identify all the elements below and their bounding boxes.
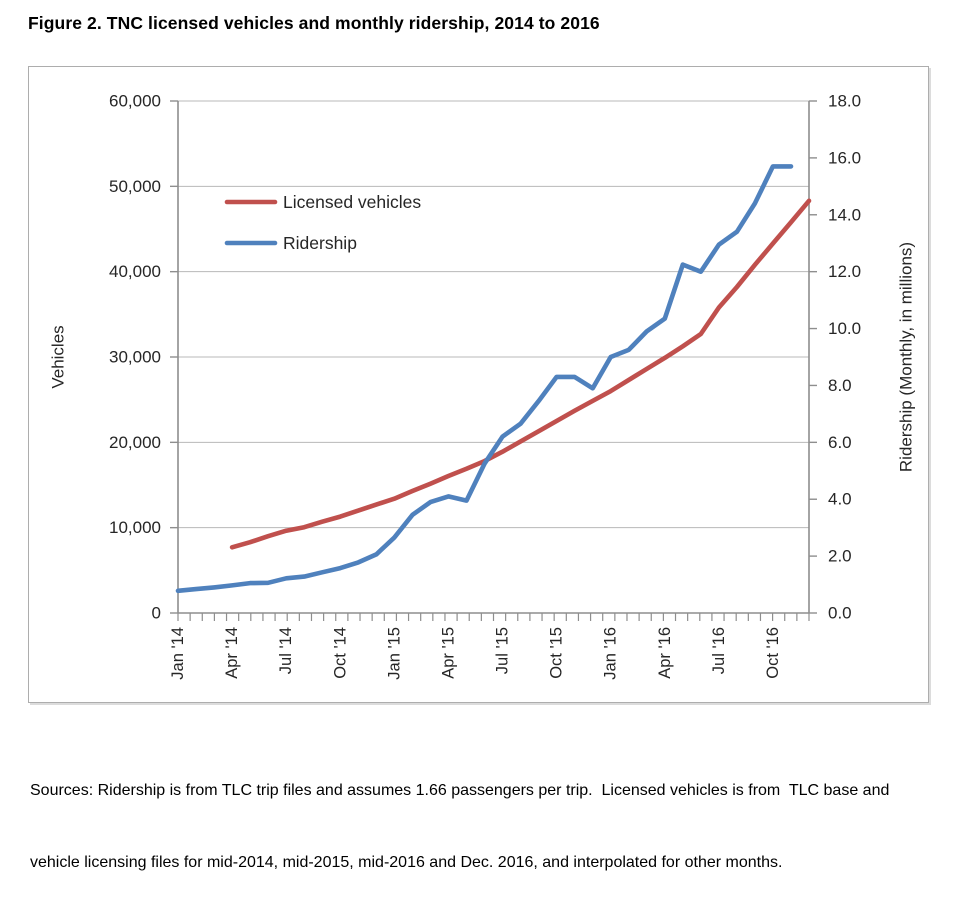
y-tick-label-right: 14.0 — [828, 205, 861, 224]
x-tick-label: Oct '14 — [331, 627, 349, 679]
y-tick-label-right: 10.0 — [828, 319, 861, 338]
source-line-1: Sources: Ridership is from TLC trip file… — [30, 782, 890, 799]
chart-container: 0 10,000 20,000 30,000 40,000 50,000 60,000 0.0… — [28, 66, 929, 703]
y-tick-label-left: 50,000 — [109, 177, 161, 196]
y-tick-label-left: 0 — [152, 604, 161, 623]
x-tick-label: Jul '14 — [277, 627, 295, 674]
legend-label-ridership: Ridership — [283, 233, 357, 253]
x-tick-label: Jul '15 — [494, 627, 512, 674]
x-tick-label: Apr '16 — [656, 627, 674, 679]
y-tick-label-left: 60,000 — [109, 92, 161, 111]
y-tick-label-left: 30,000 — [109, 348, 161, 367]
series-line-ridership — [175, 164, 794, 594]
y-tick-label-right: 0.0 — [828, 604, 852, 623]
x-tick-label: Oct '15 — [548, 627, 566, 679]
x-tick-label: Apr '15 — [439, 627, 457, 679]
legend-label-licensed-vehicles: Licensed vehicles — [283, 192, 421, 212]
figure-title: Figure 2. TNC licensed vehicles and mont… — [28, 13, 600, 33]
y-tick-label-right: 18.0 — [828, 92, 861, 111]
x-tick-label: Jul '16 — [710, 627, 728, 674]
series-line-licensed-vehicles — [229, 198, 812, 550]
y-tick-label-right: 2.0 — [828, 547, 852, 566]
chart-svg: 0 10,000 20,000 30,000 40,000 50,000 60,000 0.0… — [49, 92, 916, 680]
y-tick-label-left: 20,000 — [109, 433, 161, 452]
x-tick-label: Jan '16 — [602, 627, 620, 680]
y-tick-label-right: 16.0 — [828, 148, 861, 167]
source-line-2: vehicle licensing files for mid-2014, mi… — [30, 854, 783, 871]
y-tick-label-left: 10,000 — [109, 518, 161, 537]
x-tick-label: Jan '15 — [385, 627, 403, 680]
y-tick-label-right: 4.0 — [828, 490, 852, 509]
y-tick-label-left: 40,000 — [109, 262, 161, 281]
y-tick-label-right: 8.0 — [828, 376, 852, 395]
left-axis-title: Vehicles — [49, 325, 68, 388]
x-tick-label: Oct '16 — [764, 627, 782, 679]
right-axis-title: Ridership (Monthly, in millions) — [897, 242, 916, 472]
x-tick-label: Apr '14 — [223, 627, 241, 679]
y-tick-label-right: 12.0 — [828, 262, 861, 281]
source-note: Sources: Ridership is from TLC trip file… — [30, 731, 950, 899]
x-tick-label: Jan '14 — [169, 627, 187, 680]
y-tick-label-right: 6.0 — [828, 433, 852, 452]
